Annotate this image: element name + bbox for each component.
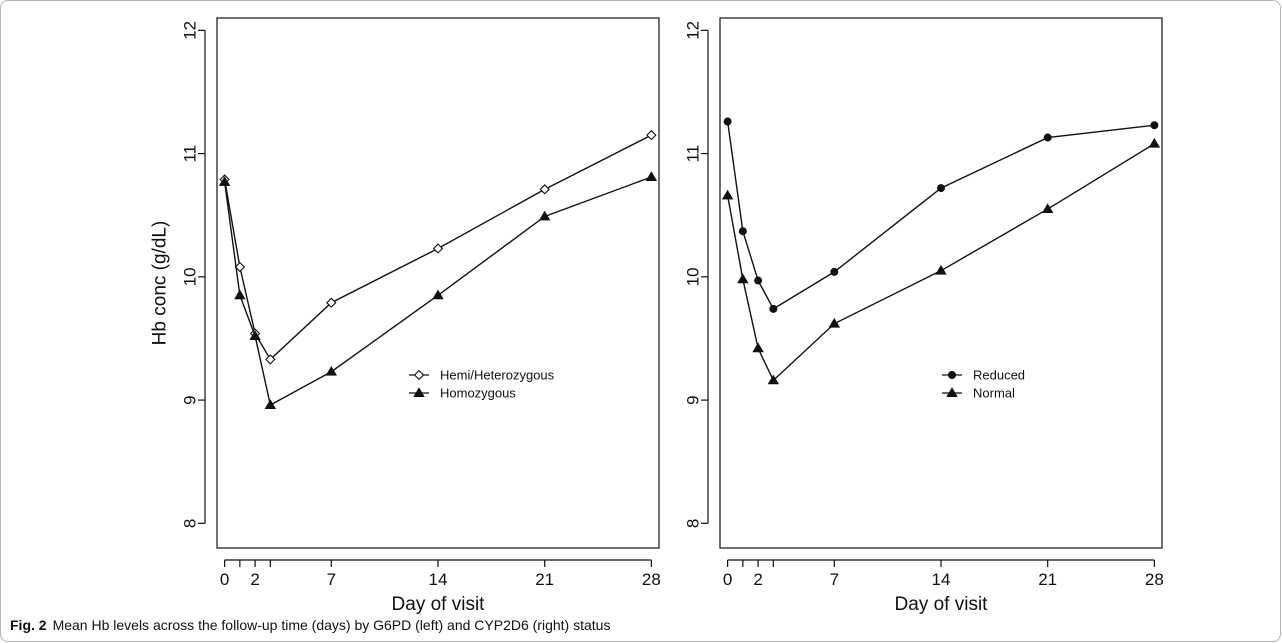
- caption-text: Mean Hb levels across the follow-up time…: [52, 617, 611, 633]
- y-tick-label: 12: [181, 21, 200, 40]
- y-tick-label: 8: [181, 519, 200, 528]
- data-point: [645, 171, 658, 181]
- data-point: [1148, 137, 1161, 148]
- data-point: [326, 297, 337, 308]
- x-tick-label: 7: [327, 570, 336, 589]
- data-point: [432, 243, 444, 254]
- legend-marker: [948, 371, 956, 379]
- data-point: [1041, 203, 1054, 213]
- plot-area-box: [719, 17, 1163, 549]
- series-line-2: [223, 176, 652, 407]
- x-tick-label: 2: [753, 570, 762, 589]
- data-point: [234, 261, 246, 273]
- x-tick-label: 28: [1145, 570, 1164, 589]
- x-tick-label: 7: [830, 570, 839, 589]
- y-tick-label: 9: [684, 395, 703, 404]
- data-point: [754, 276, 763, 285]
- right-chart-panel: 0 2 7 14 21 28 Day of visit 8 9 10 11 12 Reduced Norm…: [684, 17, 1164, 615]
- x-tick-label: 28: [642, 570, 661, 589]
- y-tick-label: 11: [181, 145, 200, 163]
- data-point: [738, 227, 747, 236]
- x-axis-label: Day of visit: [392, 594, 486, 615]
- legend-marker: [413, 369, 425, 381]
- x-tick-label: 14: [429, 570, 448, 589]
- x-tick-label: 0: [723, 570, 732, 589]
- y-axis-label: Hb conc (g/dL): [150, 221, 171, 346]
- data-point: [1043, 133, 1052, 142]
- y-tick-label: 10: [684, 267, 703, 286]
- figure-caption: Fig. 2 Mean Hb levels across the follow-u…: [10, 617, 610, 633]
- data-point: [264, 399, 277, 409]
- legend-label: Homozygous: [440, 386, 516, 401]
- data-point: [830, 267, 839, 276]
- data-point: [769, 304, 778, 313]
- legend-label: Hemi/Heterozygous: [440, 368, 555, 383]
- data-point: [737, 273, 749, 284]
- series-line-1: [223, 134, 652, 361]
- data-point: [767, 374, 780, 385]
- left-chart-panel: 0 2 7 14 21 28 Day of visit 8 9 10 11 12 Hb conc (g/…: [150, 17, 661, 615]
- data-point: [1150, 121, 1159, 130]
- x-tick-label: 0: [220, 570, 229, 589]
- legend-marker: [413, 387, 425, 397]
- y-tick-label: 10: [181, 267, 200, 286]
- data-point: [249, 330, 261, 340]
- y-tick-label: 11: [684, 145, 703, 163]
- data-point: [935, 264, 947, 275]
- data-point: [432, 289, 444, 300]
- data-point: [752, 342, 764, 353]
- figure-label: Fig. 2: [10, 617, 47, 633]
- data-point: [828, 317, 841, 328]
- data-point: [538, 210, 551, 221]
- data-point: [937, 184, 945, 193]
- data-point: [218, 176, 231, 186]
- legend-label: Reduced: [973, 368, 1025, 383]
- x-axis-label: Day of visit: [895, 594, 989, 615]
- data-point: [539, 184, 550, 195]
- legend-label: Normal: [973, 386, 1015, 401]
- data-point: [646, 129, 657, 141]
- data-point: [265, 354, 276, 365]
- y-tick-label: 12: [684, 21, 703, 40]
- data-point: [723, 117, 732, 126]
- legend-marker: [946, 387, 958, 397]
- series-line-2: [726, 143, 1155, 382]
- data-point: [325, 365, 338, 376]
- y-tick-label: 8: [684, 519, 703, 528]
- x-tick-label: 21: [535, 570, 554, 589]
- data-point: [721, 189, 734, 200]
- data-point: [234, 289, 246, 300]
- plot-area-box: [216, 17, 660, 549]
- x-tick-label: 2: [250, 570, 259, 589]
- y-tick-label: 9: [181, 395, 200, 404]
- x-tick-label: 14: [932, 570, 951, 589]
- series-line-1: [726, 121, 1155, 310]
- x-tick-label: 21: [1038, 570, 1057, 589]
